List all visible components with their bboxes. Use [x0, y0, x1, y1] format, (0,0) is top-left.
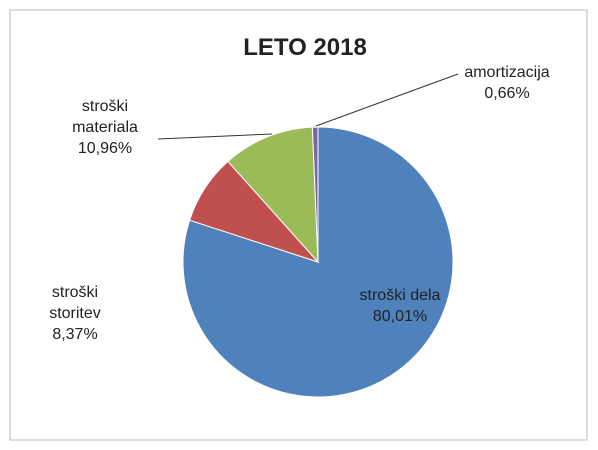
- pie-slice: [311, 126, 319, 263]
- slice-label: amortizacija 0,66%: [457, 62, 557, 104]
- category-label: stroški dela: [359, 287, 441, 304]
- value-label: 10,96%: [77, 140, 133, 157]
- value-label: 0,66%: [484, 85, 530, 102]
- leader-line: [157, 133, 273, 140]
- category-label: amortizacija: [464, 64, 550, 81]
- slice-label: stroški storitev 8,37%: [40, 282, 110, 345]
- pie-slice: [227, 126, 319, 264]
- slice-label: stroški materiala 10,96%: [55, 96, 155, 159]
- category-label: stroški materiala: [72, 98, 138, 136]
- value-label: 80,01%: [372, 308, 428, 325]
- leader-line: [315, 73, 459, 127]
- category-label: stroški storitev: [49, 284, 101, 322]
- chart-title: LETO 2018: [243, 34, 367, 61]
- slice-label: stroški dela 80,01%: [335, 285, 465, 327]
- value-label: 8,37%: [52, 326, 98, 343]
- pie: [182, 126, 454, 398]
